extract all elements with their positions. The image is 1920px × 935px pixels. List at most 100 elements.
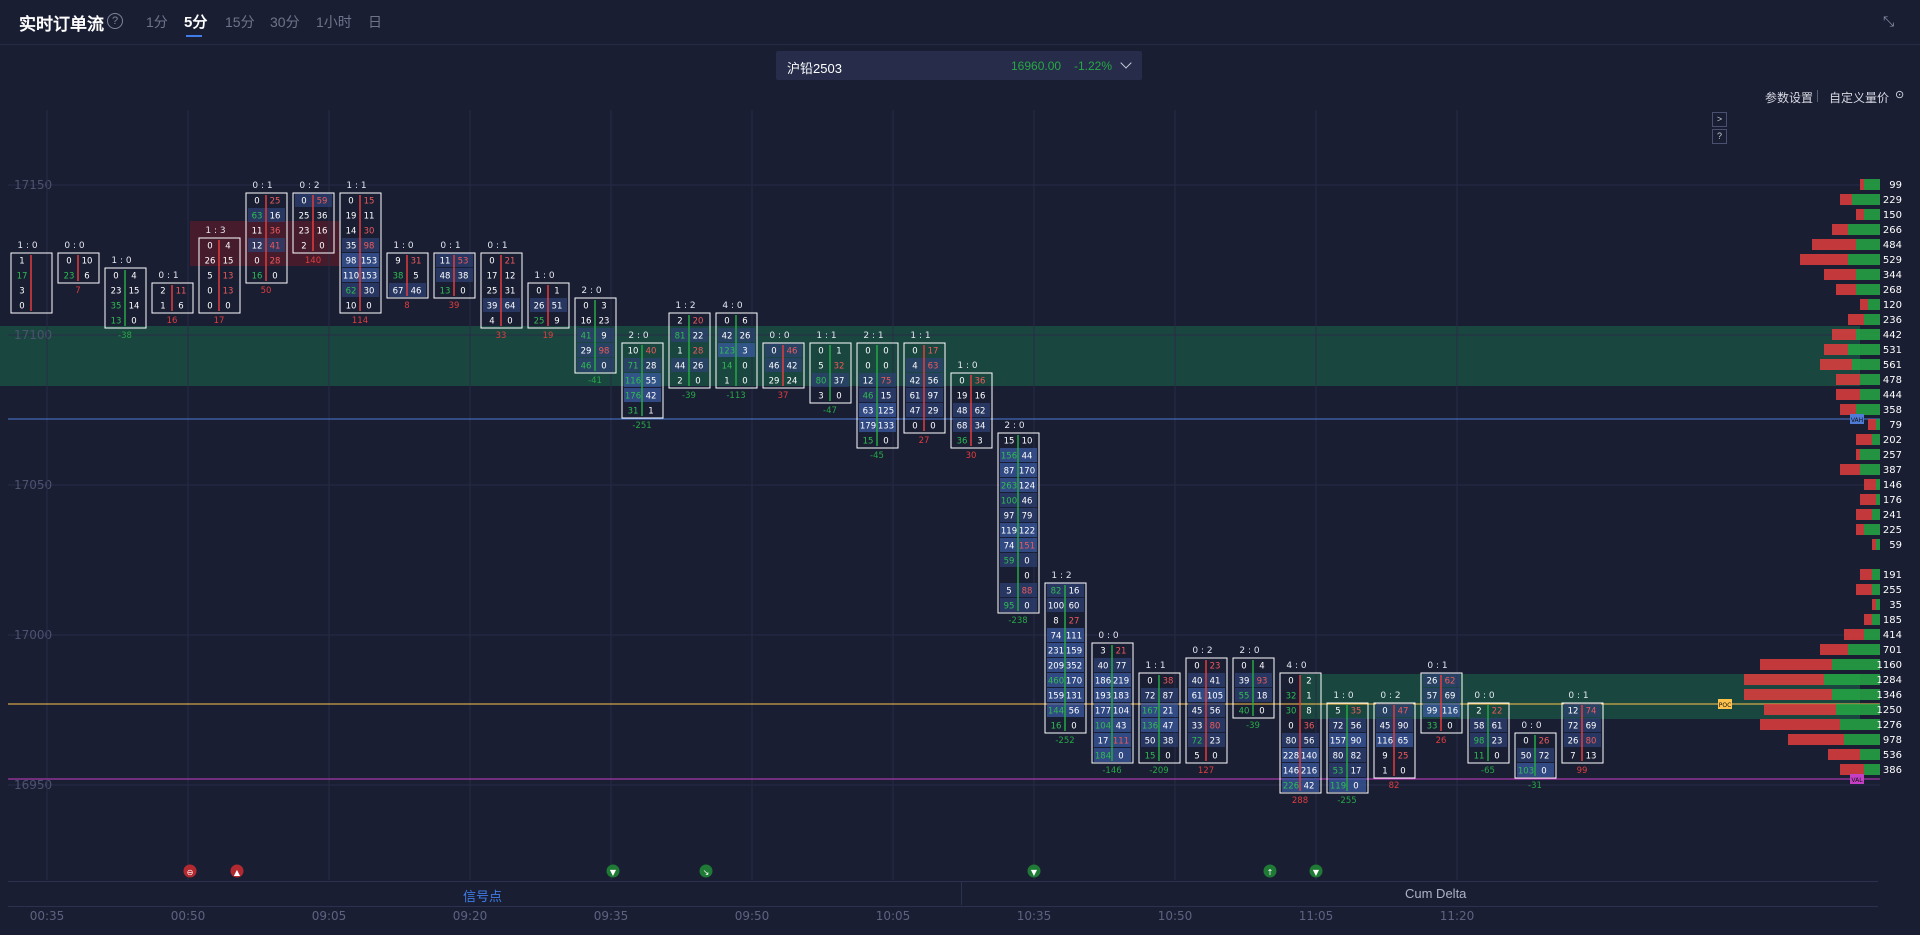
cell-bid: 5 xyxy=(1335,707,1340,717)
custom-price-volume-link[interactable]: 自定义量价 xyxy=(1829,91,1890,105)
profile-buy-bar xyxy=(1876,494,1880,505)
cell-bid: 16 xyxy=(581,317,592,327)
cell-bid: 0 xyxy=(1194,662,1199,672)
cell-bid: 0 xyxy=(348,197,353,207)
cell-ask: 8 xyxy=(1306,707,1311,717)
contract-change: -1.22% xyxy=(1074,59,1113,73)
cell-bid: 25 xyxy=(487,287,498,297)
cell-bid: 72 xyxy=(1145,692,1156,702)
cell-bid: 231 xyxy=(1048,647,1064,657)
profile-label: 268 xyxy=(1883,285,1902,296)
app-title: 实时订单流 xyxy=(19,15,104,34)
profile-buy-bar xyxy=(1872,569,1880,580)
cell-bid: 61 xyxy=(1192,692,1203,702)
cell-ask: 46 xyxy=(411,287,422,297)
cell-ask: 0 xyxy=(319,242,324,252)
profile-sell-bar xyxy=(1824,344,1848,355)
cell-bid: 29 xyxy=(581,347,592,357)
profile-buy-bar xyxy=(1840,719,1880,730)
candle-delta: -47 xyxy=(823,406,837,416)
cell-bid: 1 xyxy=(677,347,682,357)
profile-sell-bar xyxy=(1812,239,1856,250)
help-circle-icon[interactable]: ? xyxy=(107,13,123,29)
cell-bid: 25 xyxy=(299,212,310,222)
candle-ratio: 0 : 2 xyxy=(299,181,319,191)
cell-bid: 26 xyxy=(1568,737,1579,747)
cell-ask: 6 xyxy=(742,317,747,327)
candle-ratio: 1 : 0 xyxy=(957,361,977,371)
tab-timeframe-4[interactable]: 1小时 xyxy=(316,14,352,30)
cell-ask: 0 xyxy=(272,272,277,282)
divider xyxy=(1817,90,1818,102)
tab-timeframe-0[interactable]: 1分 xyxy=(146,14,168,30)
cell-ask: 37 xyxy=(834,377,845,387)
cell-bid: 17 xyxy=(1098,737,1109,747)
top-bar: 实时订单流 ? 1分 5分 15分 30分 1小时日 ⤡ xyxy=(0,0,1920,45)
cell-bid: 62 xyxy=(346,287,357,297)
clock-icon[interactable]: ⊙ xyxy=(1895,89,1905,101)
profile-buy-bar xyxy=(1832,689,1880,700)
cell-bid: 39 xyxy=(487,302,498,312)
profile-buy-bar xyxy=(1864,629,1880,640)
cell-ask: 27 xyxy=(1069,617,1080,627)
cell-ask: 35 xyxy=(1351,707,1362,717)
side-help-button[interactable]: ? xyxy=(1712,129,1727,144)
cell-ask: 46 xyxy=(1022,497,1033,507)
cell-bid: 98 xyxy=(346,257,357,267)
profile-sell-bar xyxy=(1788,734,1844,745)
tab-timeframe-2[interactable]: 15分 xyxy=(225,14,255,30)
collapse-arrows-icon[interactable]: ⤡ xyxy=(1883,13,1895,29)
profile-buy-bar xyxy=(1876,539,1880,550)
cell-ask: 133 xyxy=(878,422,894,432)
candle-delta: -238 xyxy=(1008,616,1027,626)
cell-bid: 33 xyxy=(1427,722,1438,732)
cell-bid: 0 xyxy=(818,347,823,357)
signal-tab[interactable]: 信号点 xyxy=(463,889,503,904)
cell-ask: 23 xyxy=(1492,737,1503,747)
cell-bid: 159 xyxy=(1048,692,1064,702)
contract-selector[interactable]: 沪铅2503 16960.00 -1.22% xyxy=(776,51,1142,80)
signal-glyph: ▼ xyxy=(1031,868,1038,877)
candle-ratio: 1 : 1 xyxy=(816,331,836,341)
cell-ask: 10 xyxy=(1022,437,1033,447)
profile-buy-bar xyxy=(1856,239,1880,250)
cell-ask: 0 xyxy=(742,377,747,387)
profile-label: 444 xyxy=(1883,390,1902,401)
candle-delta: -251 xyxy=(632,421,651,431)
profile-sell-bar xyxy=(1856,434,1872,445)
cell-ask: 82 xyxy=(1351,752,1362,762)
cell-bid: 2 xyxy=(301,242,306,252)
candle-ratio: 0 : 0 xyxy=(64,241,84,251)
cell-bid: 0 xyxy=(207,302,212,312)
cell-ask: 1 xyxy=(836,347,841,357)
cell-bid: 3 xyxy=(19,287,24,297)
cell-ask: 87 xyxy=(1163,692,1174,702)
cell-bid: 80 xyxy=(1286,737,1297,747)
cell-ask: 3 xyxy=(977,437,982,447)
cell-ask: 47 xyxy=(1163,722,1174,732)
profile-label: 701 xyxy=(1883,645,1902,656)
level-tag-text: POC xyxy=(1719,702,1732,709)
cell-bid: 186 xyxy=(1095,677,1111,687)
params-settings-link[interactable]: 参数设置 xyxy=(1765,91,1814,105)
cell-bid: 40 xyxy=(1098,662,1109,672)
profile-sell-bar xyxy=(1840,194,1852,205)
side-expand-button[interactable]: > xyxy=(1712,112,1727,127)
cell-bid: 193 xyxy=(1095,692,1111,702)
cell-bid: 0 xyxy=(1241,662,1246,672)
tab-timeframe-1[interactable]: 5分 xyxy=(184,14,208,31)
cell-bid: 35 xyxy=(111,302,122,312)
cum-delta-tab[interactable]: Cum Delta xyxy=(1405,886,1467,901)
profile-buy-bar xyxy=(1856,329,1880,340)
candle-box xyxy=(1373,702,1416,779)
tab-timeframe-5[interactable]: 日 xyxy=(368,14,382,30)
cell-bid: 0 xyxy=(66,257,71,267)
cell-ask: 31 xyxy=(411,257,422,267)
profile-buy-bar xyxy=(1864,764,1880,775)
tab-timeframe-3[interactable]: 30分 xyxy=(270,14,300,30)
cell-ask: 62 xyxy=(975,407,986,417)
candle-box xyxy=(1326,702,1369,794)
profile-label: 1276 xyxy=(1877,720,1902,731)
cell-ask: 36 xyxy=(270,227,281,237)
